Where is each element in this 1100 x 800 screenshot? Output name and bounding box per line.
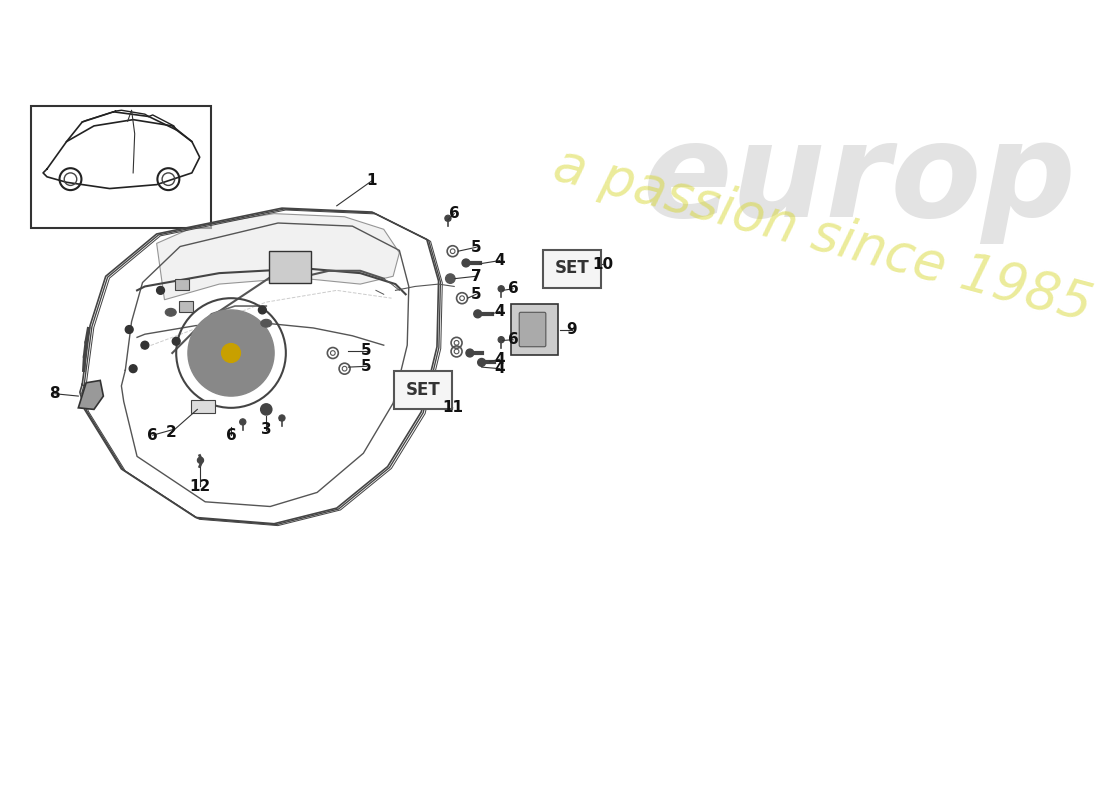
Ellipse shape xyxy=(261,319,272,327)
Circle shape xyxy=(261,404,272,415)
Circle shape xyxy=(278,415,285,421)
Circle shape xyxy=(444,215,451,222)
FancyBboxPatch shape xyxy=(191,400,214,413)
Text: 11: 11 xyxy=(442,400,463,415)
FancyBboxPatch shape xyxy=(175,278,189,290)
Text: 5: 5 xyxy=(361,343,372,358)
Circle shape xyxy=(197,457,204,463)
Text: SET: SET xyxy=(554,259,590,278)
Text: 1: 1 xyxy=(366,174,377,188)
Circle shape xyxy=(125,326,133,334)
Text: 5: 5 xyxy=(471,240,482,254)
Text: 5: 5 xyxy=(471,286,482,302)
Text: 2: 2 xyxy=(165,426,176,440)
Circle shape xyxy=(498,337,504,343)
Text: europ: europ xyxy=(642,118,1076,244)
Circle shape xyxy=(173,338,180,345)
Text: SET: SET xyxy=(406,381,440,399)
Circle shape xyxy=(240,418,246,425)
Circle shape xyxy=(258,306,266,314)
Circle shape xyxy=(446,274,455,283)
Circle shape xyxy=(462,259,470,267)
FancyBboxPatch shape xyxy=(268,251,311,282)
Circle shape xyxy=(129,365,138,373)
Ellipse shape xyxy=(165,308,176,316)
Text: 6: 6 xyxy=(507,332,518,347)
Circle shape xyxy=(477,358,485,366)
Text: 3: 3 xyxy=(261,422,272,438)
FancyBboxPatch shape xyxy=(519,312,546,346)
FancyBboxPatch shape xyxy=(512,305,558,354)
Circle shape xyxy=(141,342,149,349)
Text: 10: 10 xyxy=(593,257,614,272)
Text: 6: 6 xyxy=(147,428,158,442)
Text: 12: 12 xyxy=(189,478,210,494)
FancyBboxPatch shape xyxy=(179,301,194,311)
FancyBboxPatch shape xyxy=(394,371,452,410)
Circle shape xyxy=(498,286,504,292)
Circle shape xyxy=(466,349,474,357)
Polygon shape xyxy=(78,381,103,410)
Text: 6: 6 xyxy=(226,428,236,442)
Text: 6: 6 xyxy=(449,206,460,221)
Text: 7: 7 xyxy=(471,269,482,284)
Text: a passion since 1985: a passion since 1985 xyxy=(548,138,1098,333)
Text: 5: 5 xyxy=(361,359,372,374)
Text: 4: 4 xyxy=(494,253,505,268)
Text: 4: 4 xyxy=(494,361,505,376)
Circle shape xyxy=(221,344,241,362)
Text: 4: 4 xyxy=(494,352,505,366)
Circle shape xyxy=(156,286,165,294)
Text: 8: 8 xyxy=(50,386,60,402)
Circle shape xyxy=(474,310,482,318)
Circle shape xyxy=(188,310,274,396)
Text: 4: 4 xyxy=(494,304,505,319)
FancyBboxPatch shape xyxy=(542,250,601,288)
Text: 9: 9 xyxy=(566,322,578,337)
FancyBboxPatch shape xyxy=(31,106,211,228)
Text: 6: 6 xyxy=(507,282,518,296)
Polygon shape xyxy=(156,214,399,300)
